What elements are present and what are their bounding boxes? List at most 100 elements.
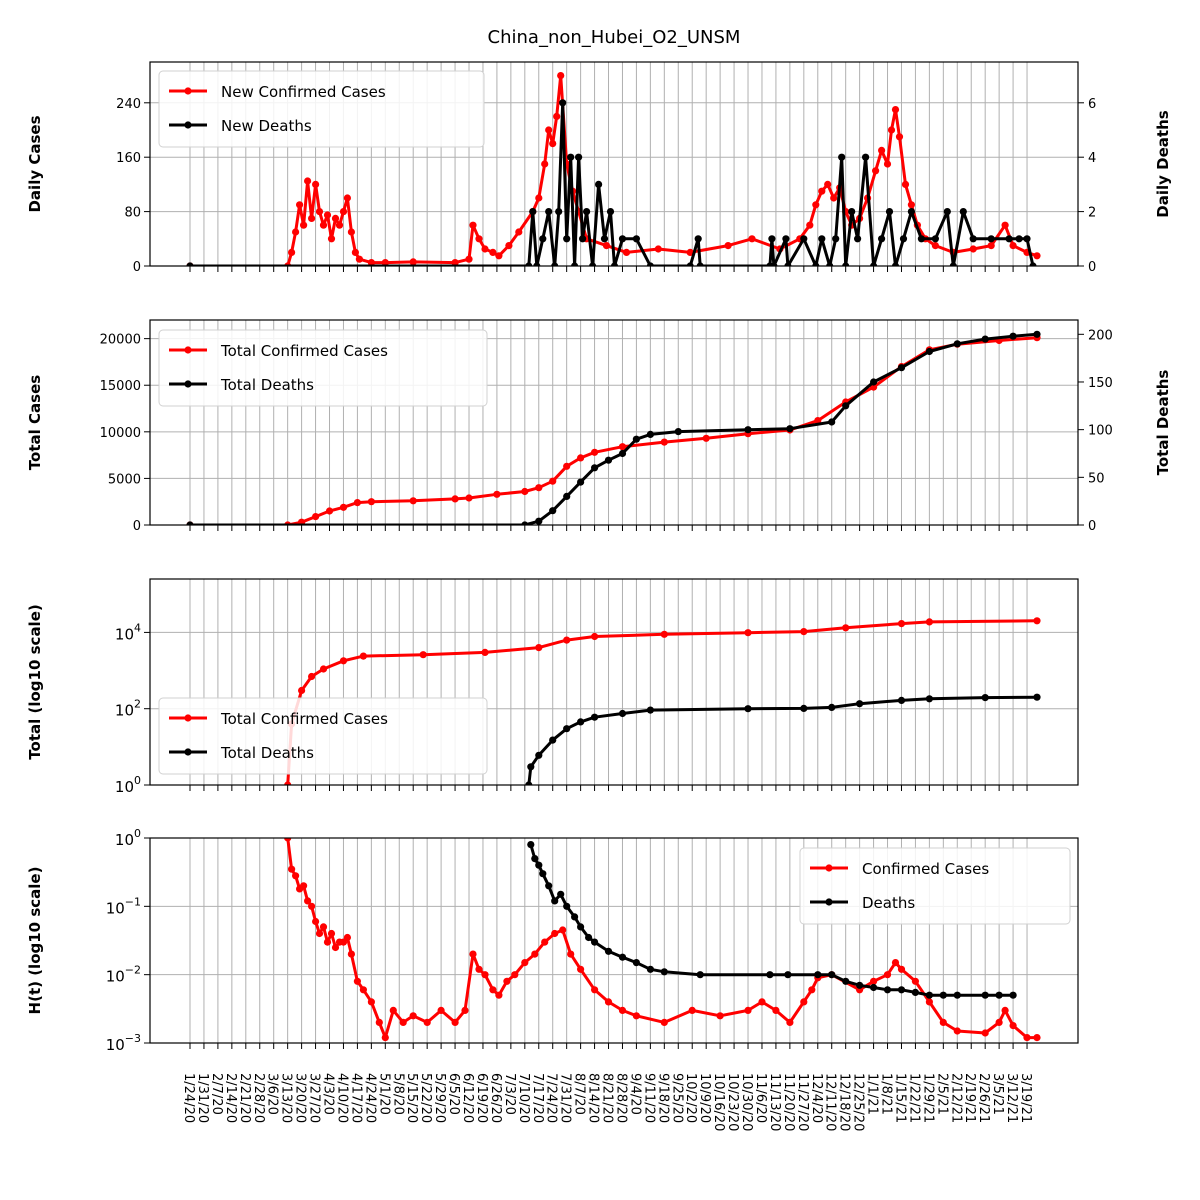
point-total-0 bbox=[325, 507, 334, 515]
point-ht-1 bbox=[842, 977, 850, 985]
point-daily-0 bbox=[469, 221, 477, 229]
point-daily-1 bbox=[545, 208, 553, 216]
point-ht-0 bbox=[315, 929, 324, 938]
point-log-1 bbox=[981, 694, 989, 702]
point-ht-1 bbox=[981, 991, 989, 999]
point-daily-0 bbox=[312, 180, 320, 188]
ytick-label-ht: 100 bbox=[115, 827, 141, 849]
point-daily-0 bbox=[545, 126, 553, 134]
point-ht-0 bbox=[688, 1006, 696, 1015]
point-total-1 bbox=[646, 430, 655, 438]
point-daily-1 bbox=[782, 235, 790, 243]
point-total-0 bbox=[618, 443, 627, 451]
legend-box bbox=[158, 329, 488, 407]
point-total-1 bbox=[549, 507, 557, 515]
point-daily-0 bbox=[549, 140, 557, 148]
point-ht-1 bbox=[897, 986, 906, 994]
point-daily-0 bbox=[505, 242, 513, 250]
point-daily-0 bbox=[806, 221, 814, 229]
ytick-label-daily: 0 bbox=[133, 260, 141, 275]
ytick-right-label-daily: 2 bbox=[1088, 206, 1096, 221]
xtick-label: 8/28/20 bbox=[613, 1073, 628, 1123]
point-daily-1 bbox=[525, 262, 533, 266]
point-ht-0 bbox=[531, 950, 539, 958]
point-daily-1 bbox=[899, 235, 908, 243]
legend-log: Total Confirmed Cases Total Deaths bbox=[158, 697, 488, 775]
point-daily-0 bbox=[481, 245, 489, 253]
series-group-daily bbox=[186, 72, 1041, 266]
xtick-label: 11/20/20 bbox=[781, 1073, 796, 1131]
point-ht-0 bbox=[567, 950, 575, 958]
point-total-1 bbox=[842, 402, 850, 410]
point-total-0 bbox=[577, 454, 585, 462]
point-daily-1 bbox=[606, 208, 615, 216]
legend-label: New Confirmed Cases bbox=[221, 83, 386, 101]
point-log-0 bbox=[308, 672, 316, 681]
ytick-right-label-total: 50 bbox=[1088, 471, 1105, 486]
x-axis-labels: 1/24/201/31/202/7/202/14/202/21/202/28/2… bbox=[181, 1073, 1033, 1131]
point-daily-0 bbox=[686, 248, 694, 256]
point-ht-0 bbox=[359, 986, 367, 994]
point-total-1 bbox=[925, 347, 934, 356]
series-group-log bbox=[284, 617, 1041, 785]
ytick-label-log: 100 bbox=[115, 774, 141, 796]
point-daily-0 bbox=[895, 133, 904, 141]
point-total-1 bbox=[563, 492, 571, 500]
point-daily-1 bbox=[1015, 235, 1023, 243]
point-daily-0 bbox=[901, 180, 910, 188]
point-ht-1 bbox=[646, 965, 655, 973]
point-daily-1 bbox=[1023, 235, 1031, 243]
point-ht-0 bbox=[399, 1018, 407, 1026]
point-ht-1 bbox=[577, 923, 585, 931]
legend-label: Total Deaths bbox=[220, 376, 314, 394]
point-daily-1 bbox=[818, 235, 826, 243]
xtick-label: 3/5/21 bbox=[990, 1073, 1005, 1115]
xtick-label: 1/22/21 bbox=[906, 1073, 921, 1123]
chart-title: China_non_Hubei_O2_UNSM bbox=[488, 27, 741, 48]
ytick-label-daily: 240 bbox=[116, 97, 141, 112]
point-log-0 bbox=[284, 781, 292, 785]
point-ht-0 bbox=[381, 1034, 389, 1042]
xtick-label: 2/14/20 bbox=[223, 1073, 238, 1123]
point-total-1 bbox=[521, 521, 529, 525]
xtick-label: 11/13/20 bbox=[767, 1073, 782, 1131]
point-daily-1 bbox=[768, 235, 776, 243]
point-ht-1 bbox=[953, 991, 961, 999]
point-ht-1 bbox=[696, 971, 704, 979]
series-line-ht-1 bbox=[529, 844, 1014, 997]
point-daily-0 bbox=[331, 214, 340, 222]
point-total-0 bbox=[353, 499, 361, 507]
point-daily-1 bbox=[784, 262, 792, 266]
legend-marker bbox=[184, 748, 192, 756]
xtick-label: 5/8/20 bbox=[390, 1073, 405, 1115]
xtick-label: 6/19/20 bbox=[474, 1073, 489, 1123]
ytick-right-label-total: 0 bbox=[1088, 519, 1096, 534]
ylabel-right-daily: Daily Deaths bbox=[1154, 110, 1172, 217]
point-ht-1 bbox=[766, 971, 774, 979]
point-daily-1 bbox=[571, 262, 579, 266]
point-total-1 bbox=[981, 335, 989, 343]
point-ht-0 bbox=[323, 938, 332, 946]
point-log-1 bbox=[618, 709, 627, 718]
point-total-0 bbox=[814, 417, 822, 425]
point-ht-0 bbox=[489, 986, 497, 994]
point-ht-1 bbox=[870, 983, 878, 992]
point-log-1 bbox=[525, 781, 533, 785]
point-log-0 bbox=[481, 648, 489, 657]
point-ht-0 bbox=[327, 929, 336, 938]
xtick-label: 2/28/20 bbox=[251, 1073, 266, 1123]
point-ht-0 bbox=[911, 977, 920, 985]
legend-label: Total Confirmed Cases bbox=[220, 342, 388, 360]
point-ht-1 bbox=[539, 870, 547, 878]
point-daily-0 bbox=[343, 194, 351, 202]
point-log-0 bbox=[563, 636, 571, 644]
xtick-label: 4/17/20 bbox=[348, 1073, 363, 1123]
xtick-label: 1/29/21 bbox=[920, 1073, 935, 1123]
point-log-0 bbox=[319, 665, 328, 673]
point-daily-0 bbox=[830, 194, 838, 202]
point-daily-0 bbox=[381, 259, 389, 266]
point-daily-1 bbox=[878, 235, 886, 243]
point-ht-1 bbox=[660, 968, 668, 976]
point-daily-0 bbox=[654, 245, 662, 253]
point-ht-1 bbox=[585, 933, 593, 942]
